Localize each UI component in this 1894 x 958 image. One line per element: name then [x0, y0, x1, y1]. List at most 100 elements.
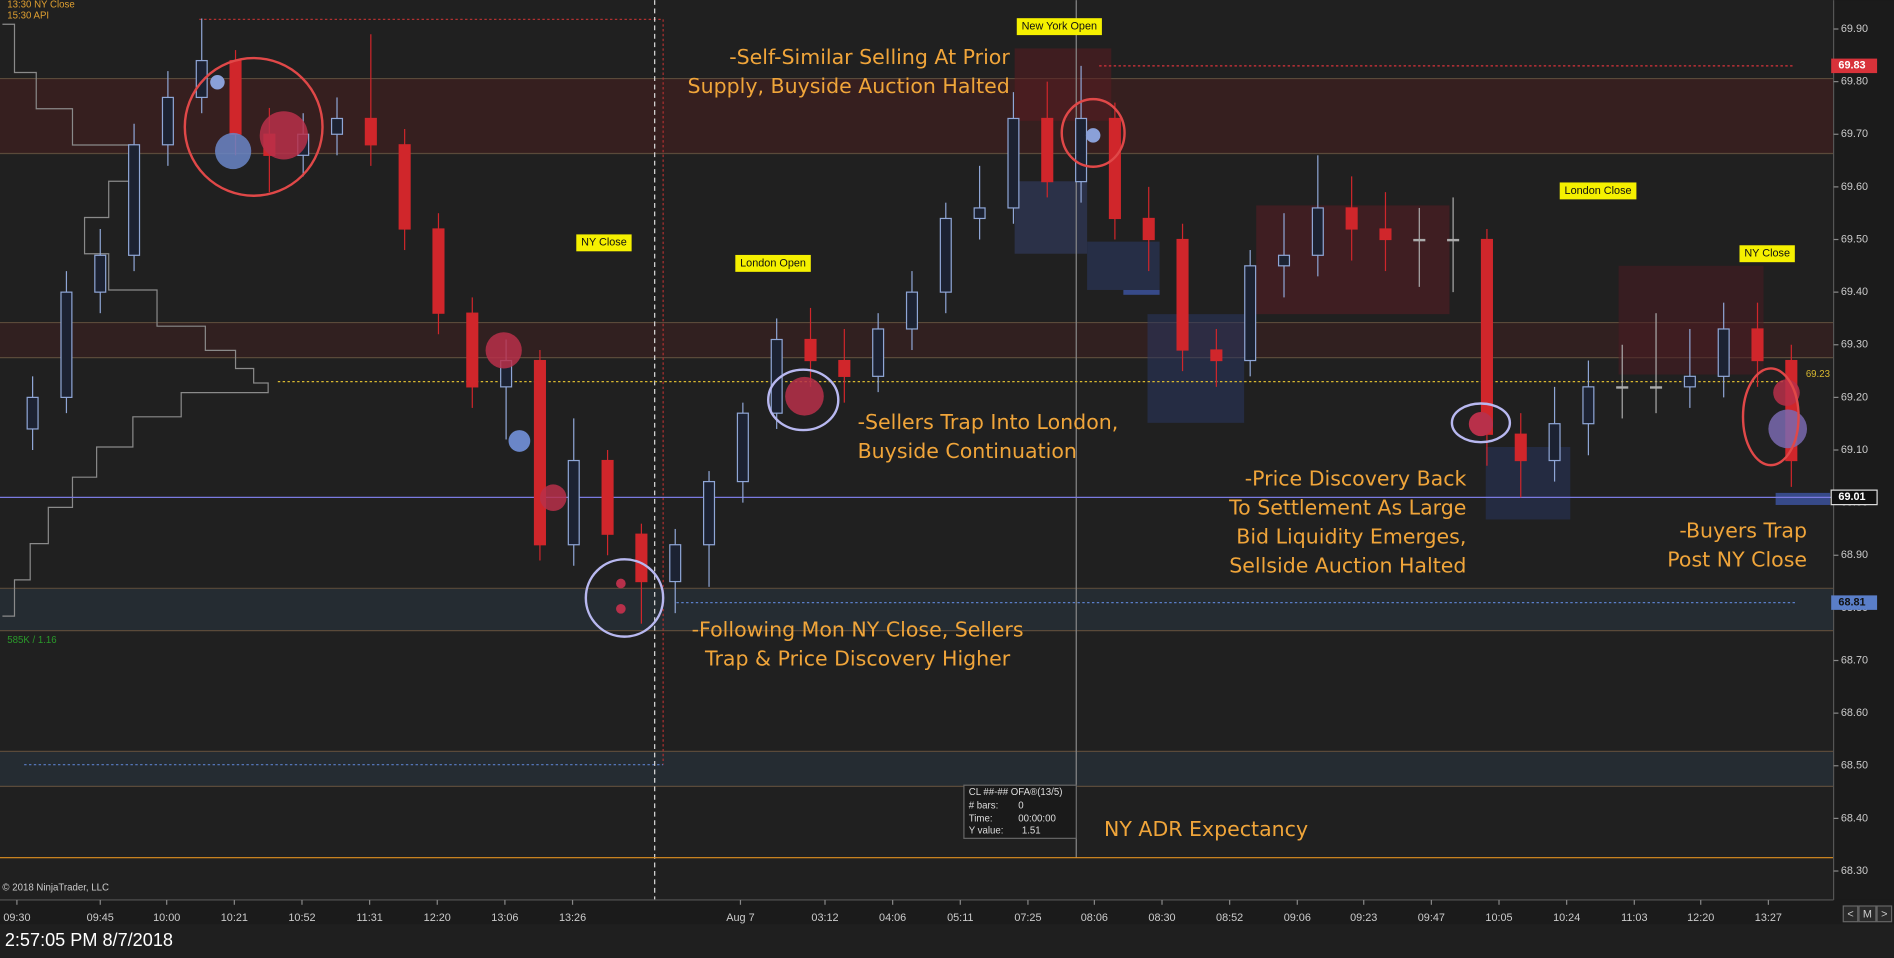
candle-body [635, 533, 648, 583]
candle-body [838, 359, 851, 377]
candle-body [1514, 433, 1527, 462]
session-label-box [576, 234, 632, 252]
annotation: NY ADR Expectancy [1104, 817, 1308, 841]
price-marker-label: 69.01 [1838, 491, 1865, 503]
heat-cell [1014, 181, 1088, 254]
session-label-box [1739, 245, 1795, 263]
heat-cell [1087, 241, 1160, 290]
candle-body [939, 217, 952, 293]
bubble [508, 430, 531, 452]
y-tick-label: 69.20 [1841, 391, 1868, 403]
y-tick-label: 69.30 [1841, 339, 1868, 351]
zone [0, 751, 1834, 787]
x-tick-label: 03:12 [811, 912, 838, 924]
candle-body [872, 328, 885, 377]
x-tick-label: 13:26 [559, 912, 586, 924]
nav-label[interactable]: > [1881, 908, 1887, 920]
price-marker-label: 68.81 [1838, 596, 1865, 608]
status-time: 2:57:05 PM 8/7/2018 [5, 930, 173, 950]
info-box: CL ##-## OFA®(13/5) # bars: 0 Time: 00:0… [963, 784, 1077, 839]
session-label: New York Open [1022, 21, 1097, 33]
price-marker-label: 69.83 [1838, 60, 1865, 72]
nav-button[interactable] [1876, 905, 1893, 923]
candle-body [1244, 265, 1257, 362]
highlight-circles [183, 56, 1800, 638]
x-tick-label: 11:31 [356, 912, 382, 924]
x-tick-label: 07:25 [1014, 912, 1041, 924]
header-text: 13:30 NY Close [7, 0, 74, 10]
nav-button[interactable] [1842, 905, 1859, 923]
y-tick-label: 68.30 [1841, 865, 1868, 877]
annotation: -Self-Similar Selling At Prior [729, 45, 1010, 69]
candle-body [1041, 117, 1054, 183]
highlight-circle [183, 56, 324, 197]
highlight-circle [767, 368, 840, 432]
annotation: Bid Liquidity Emerges, [1236, 525, 1466, 549]
price-marker [1830, 489, 1878, 506]
candle-body [601, 459, 614, 535]
labels: NY Close London Open New York Open London C… [576, 18, 1807, 841]
nav-button[interactable] [1858, 905, 1877, 923]
info-value: 00:00:00 [1018, 814, 1056, 825]
candle-body [1311, 207, 1324, 256]
session-label: NY Close [1744, 248, 1790, 260]
bubble [616, 604, 626, 614]
candle-body [703, 480, 716, 546]
heat-cell [1775, 492, 1830, 505]
axes: 68.3068.4068.5068.6068.7068.8068.9069.00… [3, 23, 1878, 924]
x-tick-label: 10:05 [1485, 912, 1512, 924]
nav-label[interactable]: < [1847, 908, 1853, 920]
candle-body [1683, 375, 1696, 388]
nav-label[interactable]: M [1863, 908, 1872, 920]
y-tick-label: 68.40 [1841, 812, 1868, 824]
x-tick-label: 08:30 [1148, 912, 1175, 924]
x-tick-label: 10:00 [153, 912, 180, 924]
candle-body [94, 254, 107, 293]
candle-body [1616, 386, 1629, 389]
x-tick-label: 13:06 [491, 912, 518, 924]
candle-body [804, 338, 817, 362]
x-tick-label: 04:06 [879, 912, 906, 924]
candle-body [60, 291, 73, 398]
session-label: London Open [740, 257, 806, 269]
x-tick-label: 09:06 [1284, 912, 1311, 924]
highlight-circle [584, 558, 665, 638]
annotation: To Settlement As Large [1228, 496, 1466, 520]
x-tick-label: 05:11 [947, 912, 973, 924]
candle-body [1176, 238, 1189, 351]
y-tick-label: 69.10 [1841, 444, 1868, 456]
candle-body [1447, 238, 1460, 242]
candle-body [1277, 254, 1291, 267]
candle-body [1345, 207, 1358, 230]
candle-body [533, 359, 546, 546]
bubble [616, 578, 626, 589]
y-tick-label: 68.70 [1841, 654, 1868, 666]
annotation: -Price Discovery Back [1245, 467, 1467, 491]
candle-body [1075, 117, 1088, 183]
candle-body [195, 59, 208, 99]
price-marker [1831, 595, 1878, 610]
candle-body [128, 144, 141, 256]
copyright: © 2018 NinjaTrader, LLC [2, 882, 109, 893]
y-tick-label: 68.90 [1841, 549, 1868, 561]
bubble [215, 132, 252, 170]
bubble [539, 484, 567, 512]
candle-body [161, 96, 174, 146]
candle-body [330, 117, 344, 135]
x-tick-label: 11:03 [1621, 912, 1647, 924]
y-tick-label: 68.50 [1841, 760, 1868, 772]
candle-body [1142, 217, 1155, 241]
x-tick-label: 12:20 [424, 912, 451, 924]
x-tick-label: 13:27 [1755, 912, 1782, 924]
candle-body [1108, 117, 1121, 220]
bubble [485, 332, 522, 369]
annotation: -Buyers Trap [1679, 519, 1807, 543]
annotation: -Following Mon NY Close, Sellers [692, 618, 1024, 642]
annotation: Supply, Buyside Auction Halted [688, 74, 1010, 98]
candle-body [669, 544, 682, 583]
price-label: 69.23 [1806, 369, 1830, 380]
y-tick-label: 69.50 [1841, 233, 1868, 245]
bubble [210, 74, 225, 90]
candle-body [1413, 238, 1426, 242]
zone [0, 588, 1834, 631]
